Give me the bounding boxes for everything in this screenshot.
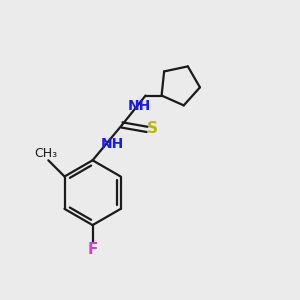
Text: CH₃: CH₃ (34, 147, 58, 160)
Text: NH: NH (101, 137, 124, 151)
Text: NH: NH (127, 99, 151, 113)
Text: F: F (87, 242, 98, 257)
Text: S: S (147, 121, 158, 136)
